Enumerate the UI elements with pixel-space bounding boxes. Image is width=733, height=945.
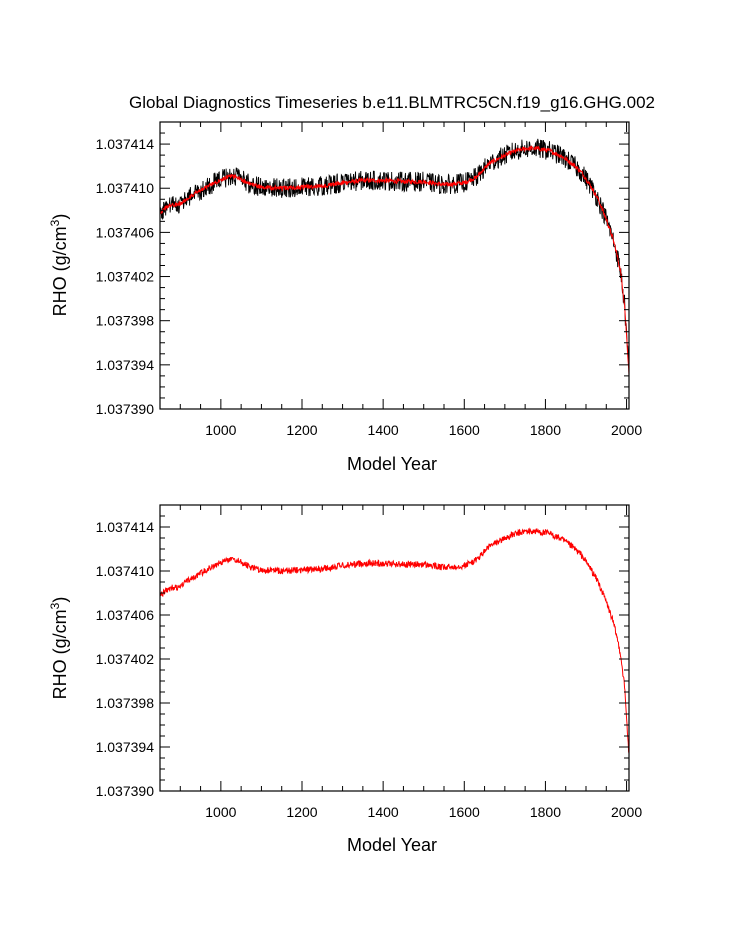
top-x-tick-label: 1000 [205, 422, 236, 438]
top-y-tick-label: 1.037394 [96, 357, 155, 373]
top-y-tick-label: 1.037398 [96, 313, 155, 329]
top-y-tick-label: 1.037402 [96, 269, 155, 285]
bottom-y-axis-label: RHO (g/cm3) [48, 597, 70, 700]
bottom-panel-ticks: 1000 1200 1400 1600 1800 2000 1.037390 1.037394… [96, 504, 642, 820]
bottom-y-tick-label: 1.037406 [96, 607, 155, 623]
bottom-x-tick-label: 1600 [449, 804, 480, 820]
top-y-axis-label-close: ) [50, 214, 70, 220]
bottom-y-axis-label-main: RHO (g/cm [50, 609, 70, 699]
bottom-y-tick-label: 1.037402 [96, 651, 155, 667]
top-y-tick-label: 1.037410 [96, 180, 155, 196]
bottom-y-tick-label: 1.037414 [96, 519, 155, 535]
top-y-tick-label: 1.037390 [96, 401, 155, 417]
top-y-tick-label: 1.037406 [96, 224, 155, 240]
top-x-tick-label: 1400 [368, 422, 399, 438]
top-series-smoothed-line [159, 145, 630, 376]
chart-title: Global Diagnostics Timeseries b.e11.BLMT… [129, 93, 655, 112]
bottom-y-axis-label-close: ) [50, 597, 70, 603]
bottom-series-smoothed-line [159, 527, 630, 754]
top-y-axis-label-sup: 3 [48, 219, 62, 226]
top-panel-lines [159, 138, 630, 376]
top-panel-ticks: 1000 1200 1400 1600 1800 2000 1.037390 1.037394… [96, 121, 642, 438]
bottom-panel: 1000 1200 1400 1600 1800 2000 1.037390 1.037394… [48, 504, 642, 855]
top-x-axis-label: Model Year [347, 454, 437, 474]
top-series-annual-line [159, 138, 630, 369]
bottom-y-tick-label: 1.037398 [96, 695, 155, 711]
bottom-y-tick-label: 1.037390 [96, 783, 155, 799]
top-x-tick-label: 1800 [530, 422, 561, 438]
bottom-y-tick-label: 1.037394 [96, 739, 155, 755]
bottom-panel-lines [159, 527, 630, 754]
top-y-tick-label: 1.037414 [96, 136, 155, 152]
top-x-tick-label: 1600 [449, 422, 480, 438]
top-plot-frame [159, 121, 630, 410]
bottom-x-tick-label: 2000 [611, 804, 642, 820]
top-y-axis-label-main: RHO (g/cm [50, 226, 70, 316]
bottom-x-tick-label: 1800 [530, 804, 561, 820]
bottom-y-tick-label: 1.037410 [96, 563, 155, 579]
top-y-axis-label: RHO (g/cm3) [48, 214, 70, 317]
top-panel: 1000 1200 1400 1600 1800 2000 1.037390 1.037394… [48, 121, 642, 474]
bottom-plot-frame [159, 504, 630, 792]
bottom-y-axis-label-sup: 3 [48, 602, 62, 609]
bottom-x-tick-label: 1000 [205, 804, 236, 820]
bottom-x-tick-label: 1200 [286, 804, 317, 820]
bottom-x-axis-label: Model Year [347, 835, 437, 855]
top-x-tick-label: 1200 [286, 422, 317, 438]
top-x-tick-label: 2000 [611, 422, 642, 438]
bottom-x-tick-label: 1400 [368, 804, 399, 820]
